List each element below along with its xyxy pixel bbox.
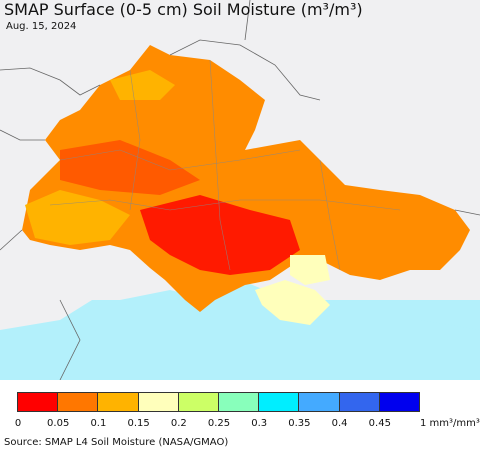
soil-moisture-map (0, 0, 480, 380)
moist-zone-north (110, 70, 175, 100)
dry-zone-center (60, 140, 200, 195)
legend-swatch (17, 392, 59, 412)
legend-swatch (97, 392, 139, 412)
map-title: SMAP Surface (0-5 cm) Soil Moisture (m³/… (4, 0, 363, 19)
black-sea-shape (0, 280, 480, 380)
legend-swatch (298, 392, 340, 412)
legend-tick-label: 0 (14, 418, 22, 429)
legend-tick-label: 0.2 (170, 418, 187, 429)
legend-tick-label: 0.05 (47, 418, 70, 429)
legend-swatch (378, 392, 421, 412)
legend-swatch (218, 392, 260, 412)
legend-tick-label: 0.4 (331, 418, 348, 429)
legend-tick-label: 0.45 (368, 418, 391, 429)
moist-zone-west (25, 190, 130, 245)
legend-tick-label: 0.35 (288, 418, 311, 429)
map-date: Aug. 15, 2024 (6, 21, 77, 32)
source-note: Source: SMAP L4 Soil Moisture (NASA/GMAO… (4, 437, 229, 448)
legend-swatch (338, 392, 380, 412)
color-legend (17, 392, 421, 412)
legend-tick-label: 0.15 (127, 418, 150, 429)
border-lines (0, 0, 480, 380)
legend-tick-label: 0.3 (251, 418, 268, 429)
legend-unit: 1 mm³/mm³ (420, 418, 480, 429)
legend-tick-label: 0.25 (207, 418, 231, 429)
ukraine-territory (22, 45, 470, 312)
legend-swatch (137, 392, 179, 412)
legend-swatch (57, 392, 99, 412)
azov-coast-zone (290, 255, 330, 285)
crimea-peninsula (255, 280, 330, 325)
legend-ticks: 0 0.05 0.1 0.15 0.2 0.25 0.3 0.35 0.4 0.45 (0, 418, 480, 432)
legend-swatch (177, 392, 220, 412)
dry-zone-south (140, 195, 300, 275)
legend-tick-label: 0.1 (90, 418, 107, 429)
land-neighbor-south (0, 290, 100, 330)
legend-swatch (258, 392, 300, 412)
oblast-lines (49, 59, 401, 271)
